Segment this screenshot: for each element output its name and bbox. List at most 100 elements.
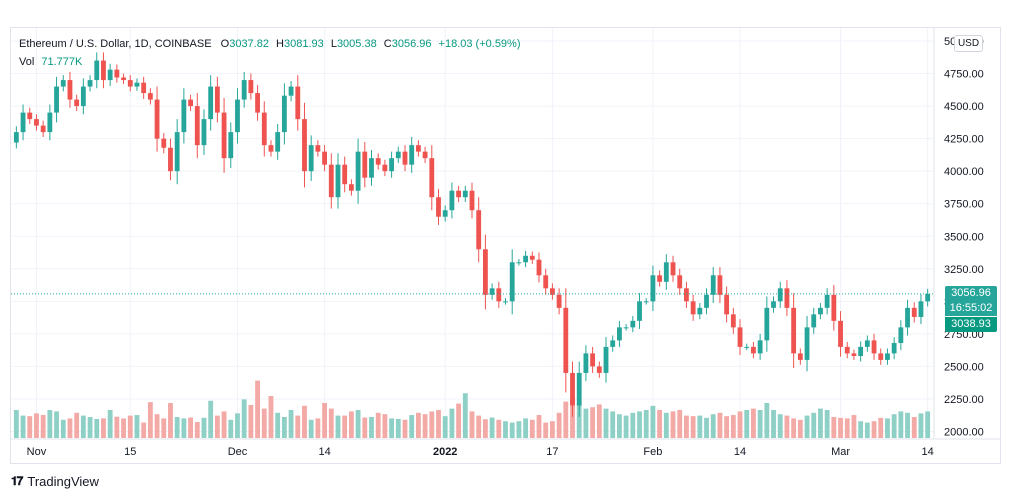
- volume-bar: [382, 414, 388, 438]
- volume-bar: [295, 415, 301, 438]
- last-price-tag: 3056.96: [945, 286, 997, 301]
- candle-body: [308, 145, 314, 172]
- price-tick-label: 3250.00: [944, 264, 984, 276]
- candle-body: [771, 301, 776, 308]
- volume-bar: [214, 415, 220, 438]
- volume-bar: [851, 415, 857, 438]
- volume-bar: [248, 404, 254, 438]
- candle-body: [717, 275, 723, 295]
- volume-bar: [590, 407, 596, 438]
- volume-bar: [469, 411, 475, 438]
- volume-bar: [710, 414, 716, 438]
- volume-bar: [228, 419, 234, 438]
- candlesticks: [13, 52, 931, 417]
- candle-body: [610, 340, 616, 347]
- candle-body: [751, 346, 756, 354]
- candle-body: [275, 132, 281, 152]
- candle-body: [154, 99, 160, 139]
- candle-body: [174, 132, 180, 172]
- candle-body: [918, 301, 924, 317]
- volume-bar: [395, 418, 401, 438]
- candle-body: [375, 158, 381, 165]
- volume-bar: [462, 393, 468, 438]
- volume-bar: [697, 415, 703, 438]
- volume-bar: [864, 422, 870, 438]
- volume-bar: [355, 410, 361, 438]
- candle-body: [878, 353, 884, 360]
- candle-body: [422, 151, 428, 159]
- volume-bar: [74, 412, 80, 438]
- candle-body: [704, 294, 709, 308]
- candle-body: [804, 327, 810, 360]
- candle-body: [181, 99, 187, 133]
- candle-body: [791, 307, 797, 354]
- time-tick-label: 2022: [433, 446, 457, 458]
- volume-bar: [831, 417, 837, 438]
- candle-body: [147, 93, 153, 100]
- price-tick-label: 4500.00: [944, 101, 984, 113]
- volume-bar: [154, 414, 160, 438]
- candle-body: [643, 301, 649, 303]
- volume-bar: [797, 419, 803, 438]
- candle-body: [684, 288, 689, 302]
- candle-body: [543, 275, 549, 289]
- candle-body: [228, 132, 234, 159]
- volume-bar: [134, 415, 140, 438]
- volume-bar: [690, 416, 696, 438]
- candle-body: [389, 158, 395, 172]
- volume-bar: [637, 411, 642, 438]
- candle-body: [905, 307, 910, 328]
- candle-body: [302, 119, 307, 172]
- volume-bar: [194, 422, 200, 438]
- volume-bar: [516, 421, 522, 438]
- volume-bar: [255, 380, 260, 438]
- currency-button[interactable]: USD: [954, 35, 983, 52]
- candle-body: [201, 119, 207, 146]
- low-value: 3005.38: [336, 38, 377, 50]
- candle-body: [161, 138, 167, 148]
- volume-bar: [730, 415, 736, 438]
- volume-bar: [261, 408, 267, 438]
- candle-body: [221, 112, 227, 159]
- candle-body: [315, 145, 321, 152]
- volume-bar: [570, 397, 575, 438]
- volume-bar: [13, 410, 19, 438]
- candle-body: [797, 353, 803, 360]
- volume-bar: [824, 410, 830, 438]
- volume-bar: [168, 403, 173, 438]
- volume-bar: [536, 415, 542, 438]
- volume-bar: [342, 415, 348, 438]
- volume-bar: [885, 418, 890, 438]
- volume-bar: [509, 422, 515, 438]
- volume-bar: [583, 408, 589, 438]
- candle-body: [288, 86, 294, 96]
- volume-bar: [610, 411, 616, 438]
- volume-bar: [281, 417, 287, 438]
- volume-bar: [804, 415, 810, 438]
- price-tick-label: 2500.00: [944, 361, 984, 373]
- volume-bar: [201, 417, 207, 438]
- candle-body: [838, 320, 843, 347]
- candle-body: [27, 112, 33, 120]
- candle-body: [818, 307, 823, 315]
- candle-body: [764, 307, 770, 341]
- candle-body: [650, 275, 656, 302]
- volume-bar: [235, 413, 240, 438]
- time-tick-label: Feb: [643, 446, 662, 458]
- candle-body: [261, 112, 267, 146]
- volume-bar: [838, 417, 843, 438]
- price-tick-label: 2000.00: [944, 426, 984, 438]
- candle-body: [623, 327, 629, 329]
- volume-bar: [67, 418, 73, 438]
- candle-body: [603, 346, 609, 373]
- volume-bars: [13, 380, 931, 438]
- countdown-tag: 16:55:02: [945, 301, 997, 316]
- candle-body: [409, 145, 415, 165]
- candle-body: [13, 132, 19, 143]
- footer-brand[interactable]: 𝟏𝟕 TradingView: [11, 474, 99, 489]
- symbol-title[interactable]: Ethereum / U.S. Dollar, 1D, COINBASE: [19, 38, 212, 50]
- volume-bar: [482, 419, 488, 438]
- volume-bar: [844, 418, 850, 438]
- candle-body: [342, 164, 348, 185]
